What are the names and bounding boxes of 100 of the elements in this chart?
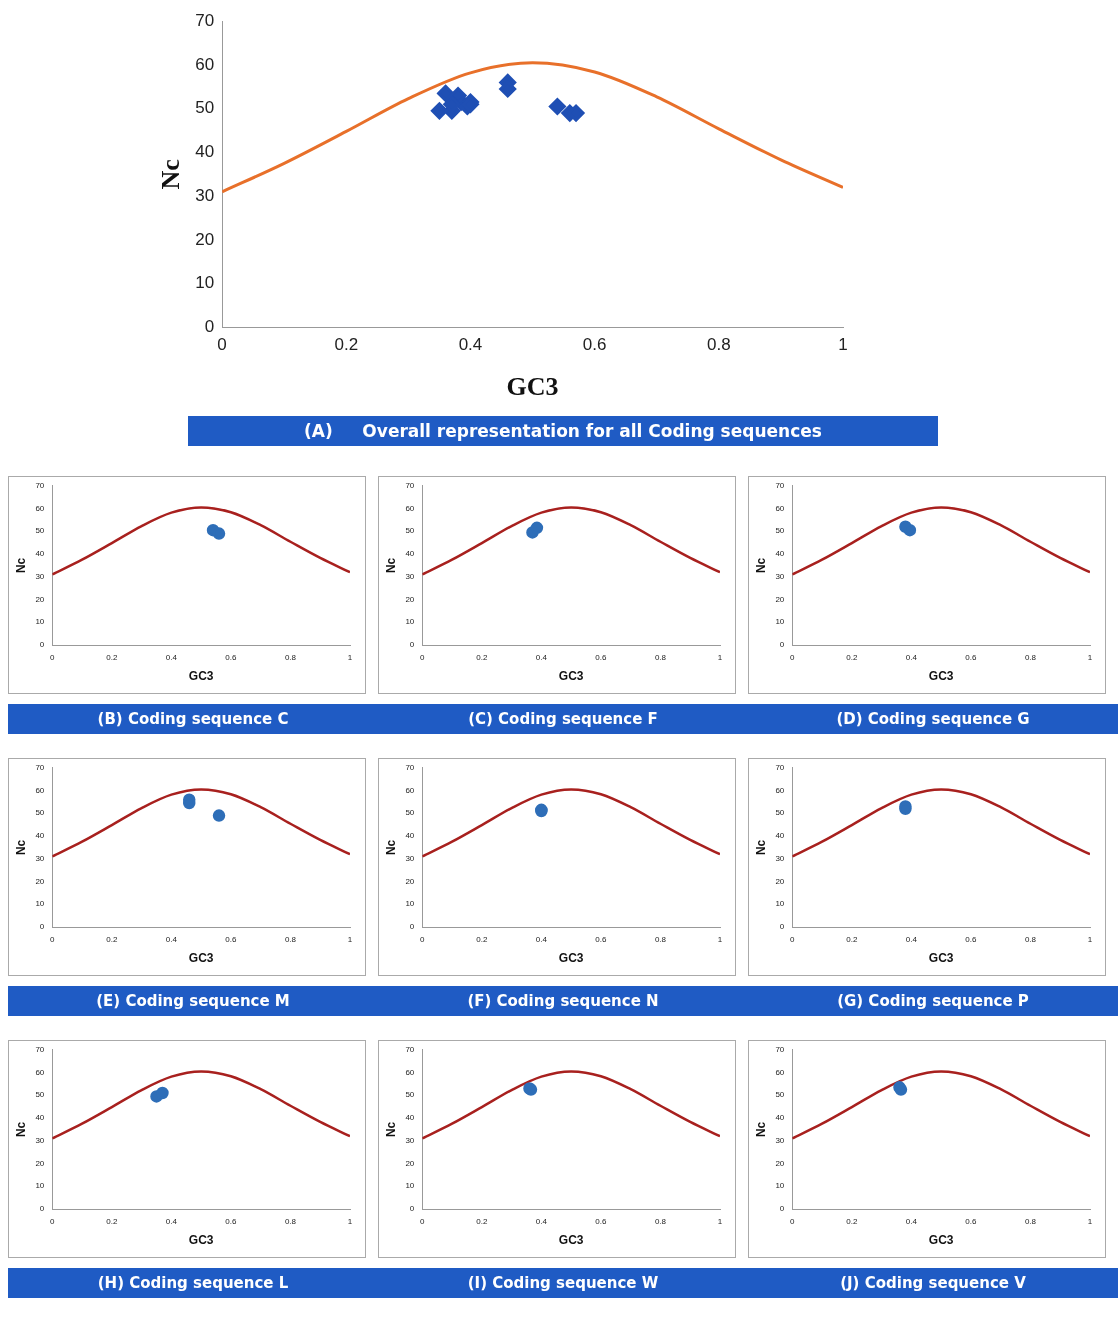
y-tick-label: 50 — [195, 98, 215, 118]
text: (A) Overall representation for all Coding sequences — [188, 416, 938, 446]
x-tick-label: 0.8 — [1024, 653, 1037, 662]
y-tick-label: 0 — [779, 922, 785, 932]
x-tick-label: 0 — [420, 935, 426, 944]
y-tick-label: 40 — [35, 549, 45, 559]
x-tick-label: 0.8 — [284, 935, 297, 944]
y-tick-label: 30 — [775, 571, 785, 581]
y-tick-label: 40 — [35, 1113, 45, 1123]
x-tick-label: 0.8 — [1024, 935, 1037, 944]
x-tick-label: 0.2 — [846, 653, 858, 662]
x-tick-label: 0.4 — [535, 935, 548, 944]
y-tick-label: 60 — [35, 1067, 45, 1077]
y-tick-label: 70 — [35, 481, 45, 490]
y-axis-title: Nc — [13, 839, 28, 856]
y-tick-label: 20 — [775, 876, 785, 886]
x-tick-label: 0.8 — [284, 653, 297, 662]
y-tick-label: 70 — [775, 481, 785, 490]
x-tick-label: 1 — [717, 935, 723, 944]
y-tick-label: 40 — [405, 831, 415, 841]
x-tick-label: 0 — [50, 1217, 56, 1226]
y-tick-label: 10 — [775, 617, 785, 627]
x-tick-label: 0.6 — [965, 1217, 978, 1226]
y-tick-label: 70 — [775, 763, 785, 772]
y-tick-label: 10 — [405, 617, 415, 627]
x-tick-label: 0.8 — [654, 1217, 667, 1226]
y-tick-label: 50 — [775, 526, 785, 536]
x-tick-label: 0.2 — [106, 935, 118, 944]
y-tick-label: 40 — [775, 549, 785, 559]
x-tick-label: 0 — [50, 653, 56, 662]
y-tick-label: 50 — [405, 526, 415, 536]
y-tick-label: 0 — [409, 922, 415, 932]
y-tick-label: 0 — [39, 922, 45, 932]
y-tick-label: 0 — [779, 640, 785, 650]
y-tick-label: 10 — [405, 1181, 415, 1191]
y-tick-label: 50 — [775, 808, 785, 818]
x-tick-label: 0.6 — [595, 653, 608, 662]
x-tick-label: 0.2 — [106, 1217, 118, 1226]
x-tick-label: 0.4 — [165, 653, 178, 662]
y-tick-label: 0 — [409, 1204, 415, 1214]
y-tick-label: 10 — [35, 899, 45, 909]
x-tick-label: 0.6 — [965, 653, 978, 662]
x-tick-label: 0.6 — [595, 1217, 608, 1226]
y-tick-label: 20 — [35, 876, 45, 886]
y-tick-label: 60 — [775, 785, 785, 795]
y-tick-label: 20 — [775, 594, 785, 604]
y-axis-title: Nc — [13, 1121, 28, 1138]
x-tick-label: 1 — [1087, 653, 1093, 662]
y-tick-label: 30 — [195, 185, 215, 205]
x-axis-title: GC3 — [188, 1233, 214, 1248]
y-tick-label: 60 — [405, 785, 415, 795]
text: (H) Coding sequence L — [8, 1268, 378, 1298]
y-tick-label: 40 — [405, 549, 415, 559]
y-axis-title: Nc — [13, 557, 28, 574]
y-tick-label: 10 — [775, 1181, 785, 1191]
y-axis-title: Nc — [156, 159, 186, 190]
y-tick-label: 30 — [35, 1135, 45, 1145]
x-tick-label: 0.8 — [1024, 1217, 1037, 1226]
x-tick-label: 0.6 — [225, 653, 238, 662]
y-tick-label: 0 — [204, 317, 215, 337]
text: (B) Coding sequence C — [8, 704, 378, 734]
y-tick-label: 20 — [405, 1158, 415, 1168]
x-tick-label: 0.8 — [654, 653, 667, 662]
x-axis-title: GC3 — [188, 669, 214, 684]
y-tick-label: 0 — [409, 640, 415, 650]
x-tick-label: 1 — [347, 935, 353, 944]
x-axis-title: GC3 — [558, 669, 584, 684]
x-tick-label: 0.2 — [106, 653, 118, 662]
y-tick-label: 60 — [35, 503, 45, 513]
x-tick-label: 1 — [838, 335, 848, 355]
x-tick-label: 0.2 — [476, 653, 488, 662]
x-tick-label: 1 — [1087, 1217, 1093, 1226]
y-tick-label: 30 — [405, 571, 415, 581]
x-tick-label: 0.8 — [284, 1217, 297, 1226]
y-tick-label: 40 — [775, 1113, 785, 1123]
x-tick-label: 0.2 — [846, 935, 858, 944]
y-tick-label: 50 — [775, 1090, 785, 1100]
x-tick-label: 0.4 — [905, 935, 918, 944]
text: (G) Coding sequence P — [748, 986, 1118, 1016]
x-tick-label: 0.6 — [595, 935, 608, 944]
y-tick-label: 40 — [35, 831, 45, 841]
y-tick-label: 30 — [405, 853, 415, 863]
x-tick-label: 0.6 — [582, 335, 607, 355]
x-tick-label: 0.8 — [654, 935, 667, 944]
y-axis-title: Nc — [383, 839, 398, 856]
y-axis-title: Nc — [753, 1121, 768, 1138]
x-tick-label: 0.4 — [458, 335, 483, 355]
text: (I) Coding sequence W — [378, 1268, 748, 1298]
y-tick-label: 40 — [405, 1113, 415, 1123]
y-tick-label: 50 — [405, 1090, 415, 1100]
x-tick-label: 0.2 — [476, 935, 488, 944]
x-tick-label: 0.4 — [535, 1217, 548, 1226]
text: (D) Coding sequence G — [748, 704, 1118, 734]
y-tick-label: 20 — [405, 594, 415, 604]
y-tick-label: 20 — [35, 594, 45, 604]
y-tick-label: 70 — [35, 763, 45, 772]
y-tick-label: 10 — [35, 617, 45, 627]
x-axis-title: GC3 — [558, 951, 584, 966]
x-tick-label: 0 — [790, 935, 796, 944]
y-tick-label: 0 — [39, 640, 45, 650]
